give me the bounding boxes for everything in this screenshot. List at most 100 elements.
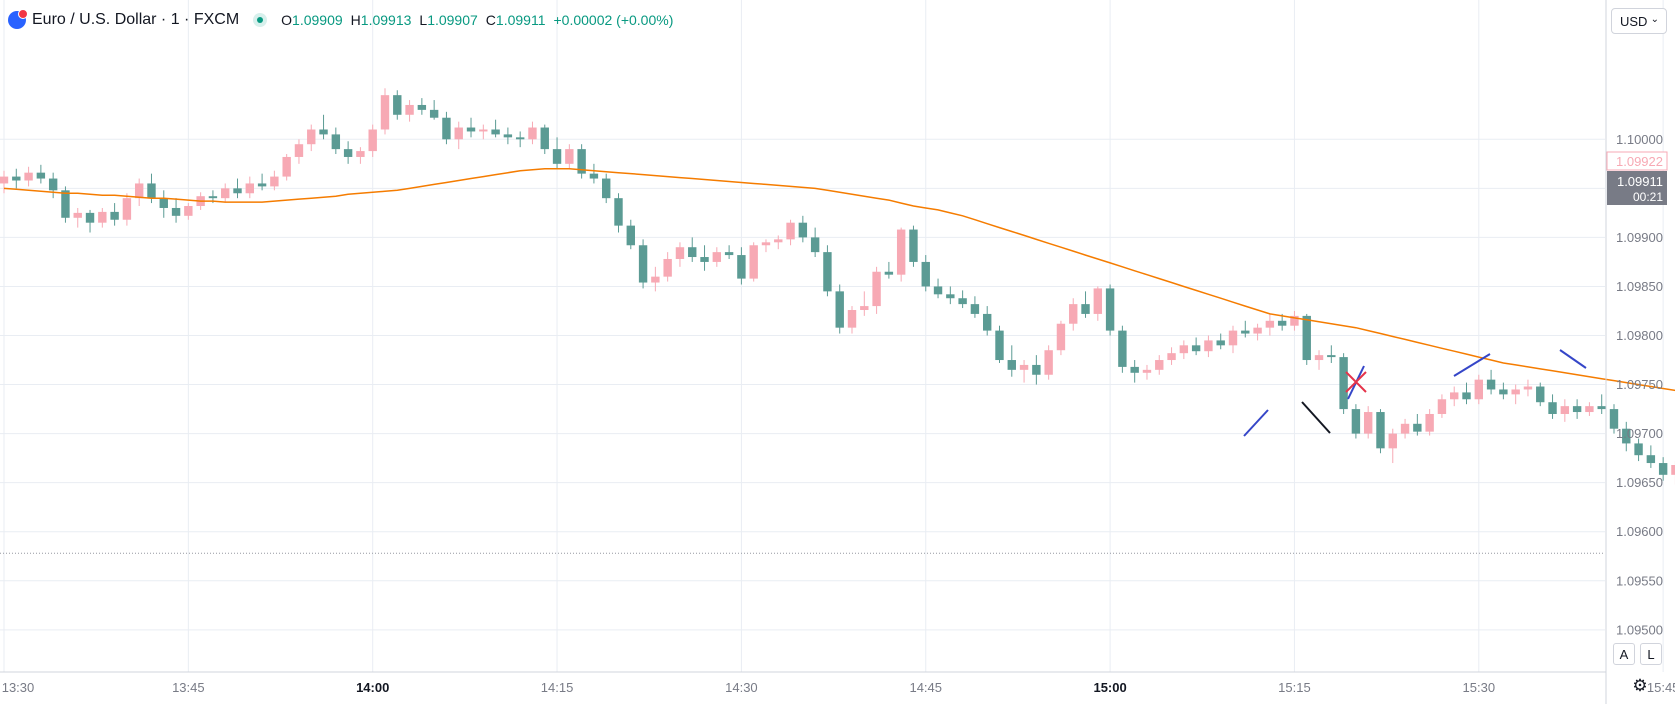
candle: [946, 286, 955, 305]
candle: [921, 255, 930, 292]
candle: [12, 168, 21, 189]
candle-body: [737, 255, 746, 279]
price-tick-label: 1.09650: [1616, 475, 1663, 490]
candle: [1560, 399, 1570, 422]
candle-body: [1302, 315, 1311, 361]
ohlc-high-value: 1.09913: [360, 12, 412, 28]
gear-icon[interactable]: ⚙: [1632, 676, 1648, 695]
symbol-title[interactable]: Euro / U.S. Dollar · 1 · FXCM: [32, 11, 240, 28]
candle-body: [823, 252, 832, 292]
candle-body: [0, 176, 9, 184]
candle: [270, 170, 279, 191]
candle-body: [331, 134, 341, 150]
log-scale-button[interactable]: L: [1640, 643, 1662, 665]
candle-body: [184, 206, 193, 216]
candle-body: [946, 294, 955, 299]
candle: [1511, 384, 1520, 405]
candle: [1634, 438, 1643, 462]
legend-header: Euro / U.S. Dollar · 1 · FXCM O1.09909 H…: [8, 8, 681, 32]
candle-body: [36, 172, 46, 179]
candle-body: [651, 276, 660, 283]
candle: [1400, 418, 1410, 439]
candle: [552, 137, 562, 169]
time-tick-label: 15:30: [1463, 680, 1496, 695]
candle: [1302, 313, 1311, 365]
candle-body: [1069, 304, 1078, 324]
ohlc-open-key: O: [281, 12, 293, 28]
candle: [872, 266, 881, 314]
candle-body: [835, 291, 844, 328]
candle: [466, 117, 476, 138]
candle-body: [85, 212, 95, 223]
currency-select[interactable]: USD ⌄: [1611, 8, 1667, 34]
candle-body: [1486, 379, 1496, 390]
candle: [1658, 457, 1668, 481]
candle: [700, 245, 709, 271]
candle: [122, 193, 132, 226]
candle: [1142, 364, 1152, 380]
price-tick-label: 1.09750: [1616, 377, 1663, 392]
candle-body: [1499, 389, 1508, 395]
candle-body: [1216, 340, 1225, 346]
drawings[interactable]: [1243, 349, 1587, 437]
candle: [245, 176, 254, 199]
candle-body: [159, 198, 168, 208]
market-status-icon[interactable]: [253, 13, 268, 27]
candle: [1056, 320, 1066, 356]
candle-body: [429, 109, 439, 118]
candle-body: [1658, 463, 1668, 475]
candle: [184, 203, 193, 220]
black-line[interactable]: [1301, 401, 1331, 434]
time-axis[interactable]: 13:30 13:45 14:00 14:15 14:30 14:45 15:00 15:15…: [2, 680, 1675, 695]
ohlc-change: +0.00002 (+0.00%): [553, 12, 674, 28]
time-tick-label: 14:15: [541, 680, 574, 695]
candle: [515, 131, 525, 148]
candle-body: [921, 261, 930, 287]
candle: [798, 215, 808, 243]
price-tick-label: 1.09550: [1616, 573, 1663, 588]
candle: [110, 203, 119, 226]
blue-line-1[interactable]: [1243, 409, 1269, 437]
candle-body: [405, 104, 414, 115]
time-tick-label: 15:15: [1278, 680, 1311, 695]
candle-body: [1105, 288, 1115, 331]
candle-body: [1081, 304, 1090, 314]
candle: [1437, 394, 1447, 418]
candle: [528, 121, 537, 145]
candle-body: [24, 172, 33, 181]
candle-body: [417, 104, 427, 110]
candle-body: [1634, 443, 1643, 456]
candle: [577, 144, 586, 179]
candle: [1277, 313, 1287, 331]
candle: [786, 219, 795, 246]
candle-body: [1327, 355, 1336, 358]
candle: [491, 119, 500, 138]
candle: [663, 252, 672, 282]
candle-body: [1290, 315, 1299, 326]
chevron-down-icon: ⌄: [1650, 14, 1659, 25]
auto-scale-button[interactable]: A: [1613, 643, 1635, 665]
candle-body: [1609, 409, 1619, 429]
blue-line-3[interactable]: [1453, 353, 1491, 377]
candle: [823, 245, 832, 297]
candle-body: [774, 239, 783, 243]
price-tick-label: 1.09900: [1616, 230, 1663, 245]
candle-body: [294, 144, 304, 157]
candle-body: [1241, 330, 1250, 334]
grid: [0, 0, 1664, 672]
candle-body: [368, 129, 377, 152]
candle-body: [663, 258, 672, 277]
candle-body: [786, 222, 795, 240]
blue-line-4[interactable]: [1559, 349, 1587, 369]
candle-body: [1388, 433, 1397, 449]
candle-body: [1056, 323, 1066, 351]
candle-body: [675, 247, 685, 259]
candle-body: [1474, 379, 1483, 400]
candle-body: [860, 306, 869, 311]
candle: [1486, 369, 1496, 395]
candle: [319, 114, 328, 140]
price-axis[interactable]: 1.100001.099501.099001.098501.098001.097…: [1616, 132, 1663, 638]
candle-body: [1622, 428, 1631, 444]
candle-body: [761, 242, 771, 246]
